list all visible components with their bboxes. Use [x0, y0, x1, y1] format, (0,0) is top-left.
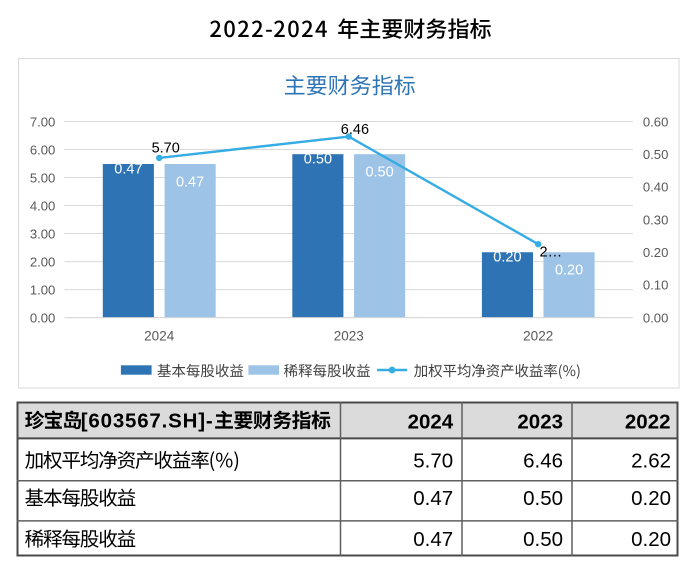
svg-text:0.20: 0.20 [631, 487, 671, 510]
svg-text:3.00: 3.00 [30, 226, 55, 241]
svg-text:0.50: 0.50 [304, 152, 332, 168]
svg-text:2022: 2022 [523, 329, 553, 344]
svg-text:6.00: 6.00 [30, 142, 55, 157]
svg-text:0.10: 0.10 [643, 278, 668, 293]
svg-text:0.50: 0.50 [365, 165, 393, 181]
svg-text:2024: 2024 [144, 329, 175, 344]
svg-text:5.70: 5.70 [413, 450, 453, 473]
svg-text:2023: 2023 [334, 329, 364, 344]
svg-text:0.30: 0.30 [643, 212, 668, 227]
svg-text:0.47: 0.47 [413, 528, 453, 551]
svg-text:0.47: 0.47 [413, 487, 453, 510]
svg-text:2.00: 2.00 [30, 254, 55, 269]
svg-text:[603567.SH]-: [603567.SH]- [81, 410, 214, 433]
svg-text:2024: 2024 [408, 410, 454, 433]
svg-text:2.62: 2.62 [631, 450, 671, 473]
svg-text:2022: 2022 [625, 410, 671, 433]
svg-text:1.00: 1.00 [30, 282, 55, 297]
svg-text:0.20: 0.20 [643, 245, 668, 260]
svg-text:7.00: 7.00 [30, 114, 55, 129]
svg-text:6.46: 6.46 [523, 450, 563, 473]
svg-text:0.20: 0.20 [631, 528, 671, 551]
svg-text:0.47: 0.47 [176, 174, 204, 190]
svg-text:2023: 2023 [517, 410, 563, 433]
svg-text:2…: 2… [540, 245, 563, 261]
svg-text:0.60: 0.60 [643, 114, 668, 129]
svg-text:6.46: 6.46 [341, 122, 369, 138]
svg-text:5.00: 5.00 [30, 170, 55, 185]
svg-text:0.20: 0.20 [555, 263, 583, 279]
svg-text:0.20: 0.20 [493, 250, 521, 266]
svg-text:5.70: 5.70 [152, 141, 180, 157]
svg-text:0.40: 0.40 [643, 180, 668, 195]
svg-text:0.50: 0.50 [643, 147, 668, 162]
svg-text:4.00: 4.00 [30, 198, 55, 213]
svg-text:0.47: 0.47 [114, 161, 142, 177]
svg-text:0.00: 0.00 [643, 310, 668, 325]
svg-text:0.50: 0.50 [523, 528, 563, 551]
svg-text:0.50: 0.50 [523, 487, 563, 510]
svg-text:0.00: 0.00 [30, 310, 55, 325]
